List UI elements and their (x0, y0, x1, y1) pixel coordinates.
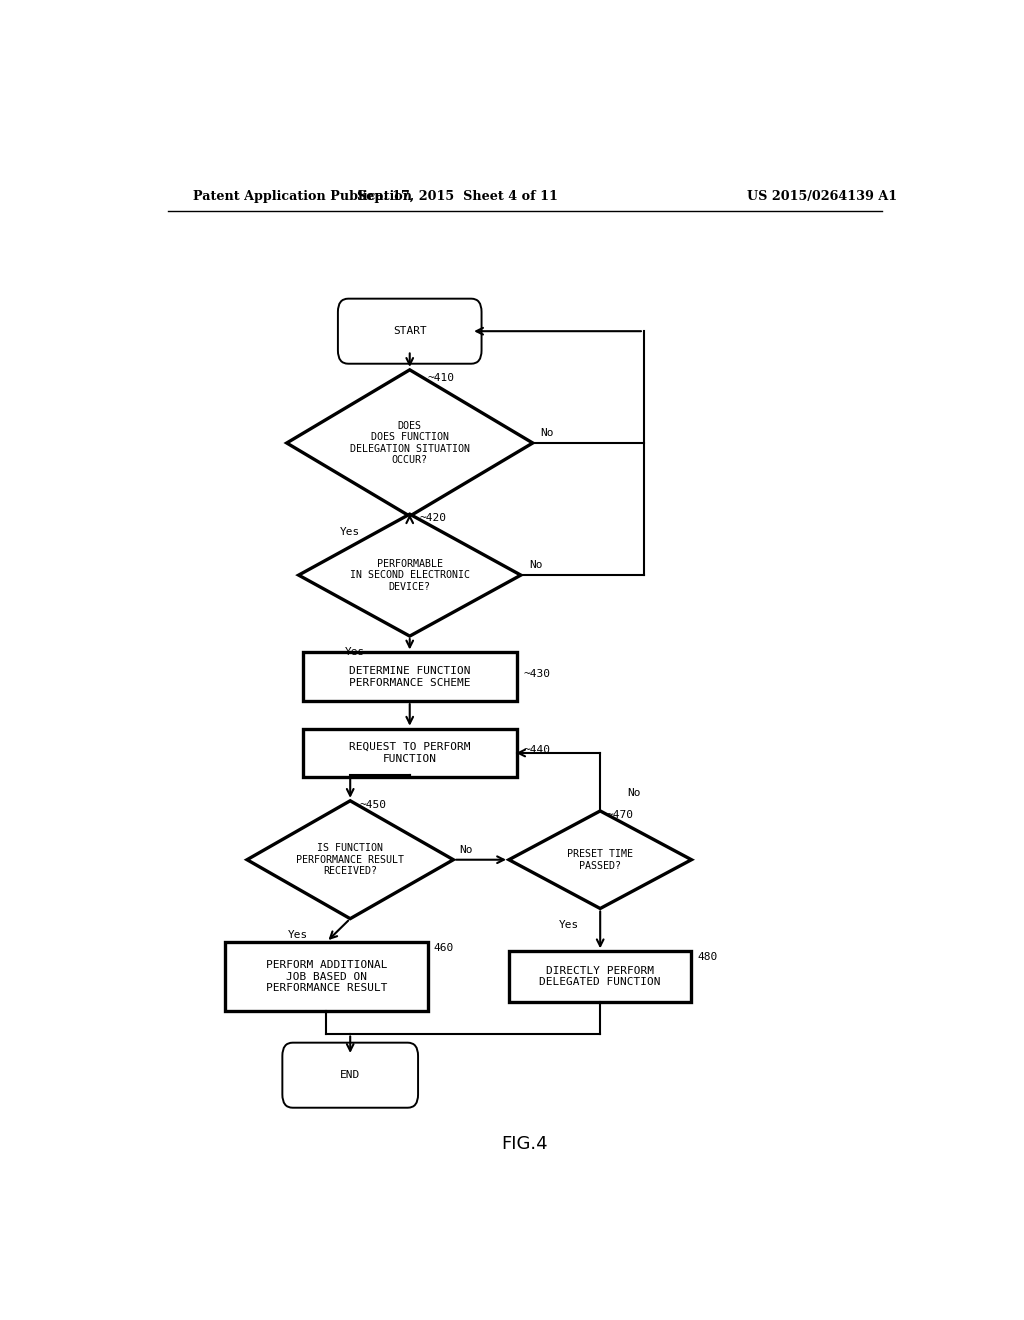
Text: Yes: Yes (289, 929, 308, 940)
Text: Yes: Yes (559, 920, 580, 929)
Text: No: No (528, 560, 543, 570)
Text: END: END (340, 1071, 360, 1080)
Text: PRESET TIME
PASSED?: PRESET TIME PASSED? (567, 849, 633, 870)
Text: No: No (541, 428, 554, 438)
Text: DETERMINE FUNCTION
PERFORMANCE SCHEME: DETERMINE FUNCTION PERFORMANCE SCHEME (349, 667, 470, 688)
Polygon shape (247, 801, 454, 919)
Text: ~470: ~470 (606, 810, 634, 820)
Polygon shape (509, 810, 691, 908)
FancyBboxPatch shape (338, 298, 481, 364)
Text: REQUEST TO PERFORM
FUNCTION: REQUEST TO PERFORM FUNCTION (349, 742, 470, 764)
Text: Yes: Yes (340, 528, 360, 537)
Text: ~440: ~440 (523, 744, 550, 755)
Text: ~410: ~410 (427, 374, 455, 383)
Text: Sep. 17, 2015  Sheet 4 of 11: Sep. 17, 2015 Sheet 4 of 11 (357, 190, 558, 202)
Text: IS FUNCTION
PERFORMANCE RESULT
RECEIVED?: IS FUNCTION PERFORMANCE RESULT RECEIVED? (296, 843, 404, 876)
Bar (225, 942, 428, 1011)
Text: PERFORM ADDITIONAL
JOB BASED ON
PERFORMANCE RESULT: PERFORM ADDITIONAL JOB BASED ON PERFORMA… (265, 960, 387, 993)
Text: 480: 480 (697, 952, 718, 962)
Text: No: No (628, 788, 641, 797)
Text: US 2015/0264139 A1: US 2015/0264139 A1 (748, 190, 897, 202)
Text: No: No (460, 845, 473, 854)
Bar (303, 729, 517, 777)
Polygon shape (287, 370, 532, 516)
Text: ~420: ~420 (419, 513, 446, 523)
Text: FIG.4: FIG.4 (502, 1135, 548, 1154)
Text: START: START (393, 326, 427, 337)
Bar (303, 652, 517, 701)
Bar (509, 952, 691, 1002)
Text: Yes: Yes (345, 647, 365, 657)
Text: 460: 460 (434, 944, 455, 953)
Text: Patent Application Publication: Patent Application Publication (194, 190, 412, 202)
Text: DOES
DOES FUNCTION
DELEGATION SITUATION
OCCUR?: DOES DOES FUNCTION DELEGATION SITUATION … (350, 421, 470, 466)
FancyBboxPatch shape (283, 1043, 418, 1107)
Text: PERFORMABLE
IN SECOND ELECTRONIC
DEVICE?: PERFORMABLE IN SECOND ELECTRONIC DEVICE? (350, 558, 470, 591)
Text: ~430: ~430 (523, 669, 550, 678)
Text: DIRECTLY PERFORM
DELEGATED FUNCTION: DIRECTLY PERFORM DELEGATED FUNCTION (540, 966, 660, 987)
Text: ~450: ~450 (359, 800, 387, 810)
Polygon shape (299, 515, 521, 636)
